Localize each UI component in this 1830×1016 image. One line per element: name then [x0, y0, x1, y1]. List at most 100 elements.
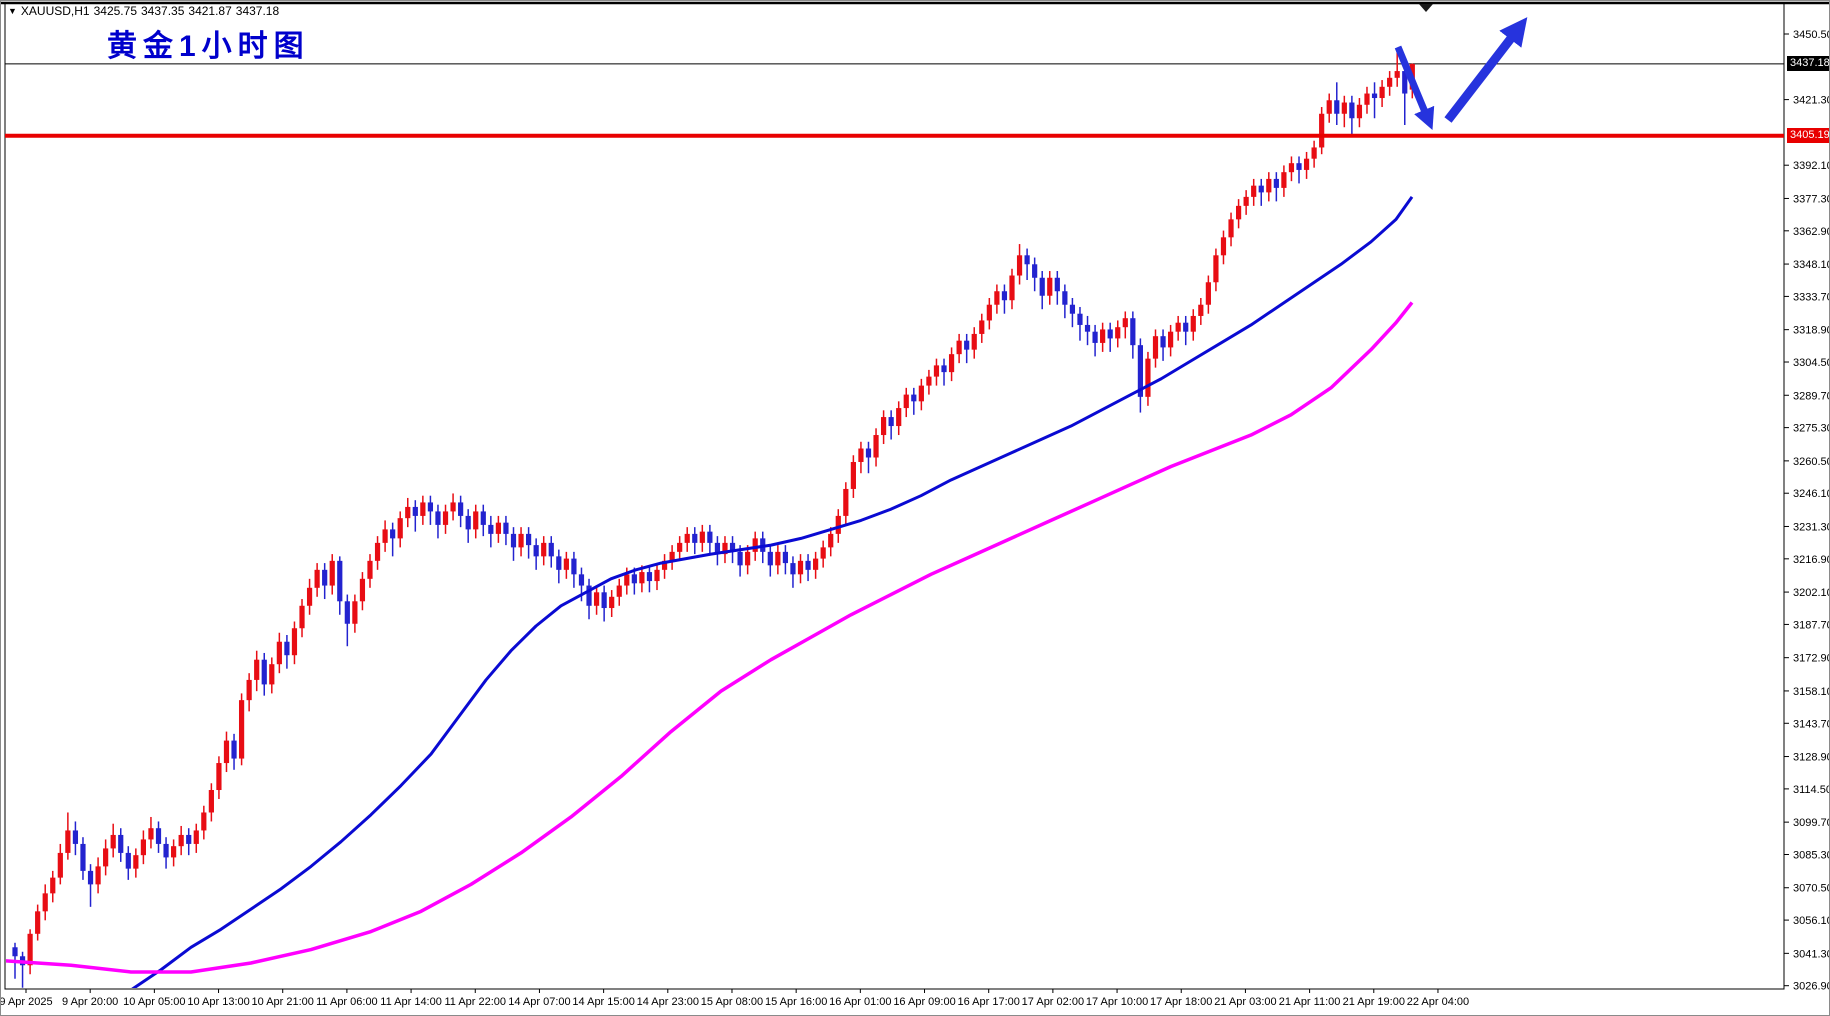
- candle: [918, 378, 924, 411]
- candle: [1251, 178, 1257, 206]
- candle: [171, 839, 177, 867]
- candle: [397, 511, 403, 548]
- time-axis-label: 17 Apr 18:00: [1150, 996, 1212, 1008]
- candle: [314, 563, 320, 597]
- candle: [593, 585, 600, 615]
- candle: [1137, 338, 1143, 413]
- candle: [35, 904, 41, 941]
- candle: [843, 482, 849, 525]
- candle: [374, 536, 381, 570]
- candle: [80, 837, 86, 880]
- candle: [933, 358, 940, 386]
- candle: [87, 864, 94, 907]
- candle: [1054, 271, 1060, 305]
- candle: [707, 524, 713, 555]
- candle: [1122, 311, 1128, 339]
- candle: [495, 515, 501, 543]
- symbol-dropdown-icon[interactable]: ▼: [8, 6, 17, 16]
- candle: [699, 524, 705, 552]
- quote-close: 3437.18: [235, 4, 280, 18]
- candle: [163, 837, 169, 869]
- candle: [518, 527, 524, 557]
- quote-low: 3421.87: [188, 4, 232, 18]
- price-axis-label: 3246.10: [1793, 488, 1830, 500]
- candle: [1296, 156, 1302, 184]
- price-axis-label: 3187.70: [1793, 619, 1830, 631]
- price-axis-label: 3450.50: [1793, 29, 1830, 41]
- candle: [382, 520, 388, 552]
- candle: [677, 536, 683, 561]
- price-axis-label: 3026.90: [1793, 981, 1830, 993]
- candle: [291, 621, 298, 665]
- candle: [533, 538, 539, 570]
- candle: [510, 527, 517, 561]
- time-axis-label: 15 Apr 08:00: [701, 996, 763, 1008]
- candle: [903, 387, 909, 418]
- time-axis-label: 21 Apr 03:00: [1214, 996, 1276, 1008]
- candle: [140, 830, 147, 865]
- price-axis-label: 3041.30: [1793, 948, 1830, 960]
- candle: [276, 632, 282, 674]
- candle: [911, 387, 917, 415]
- candle: [820, 540, 826, 568]
- candle: [186, 828, 192, 856]
- time-axis-label: 21 Apr 11:00: [1279, 996, 1341, 1008]
- candle: [782, 545, 789, 575]
- breakout-arrow-up[interactable]: [1444, 17, 1528, 123]
- time-axis-label: 11 Apr 06:00: [316, 996, 378, 1008]
- candle: [155, 821, 162, 853]
- candle: [125, 846, 131, 880]
- time-axis-label: 16 Apr 09:00: [893, 996, 955, 1008]
- time-axis-label: 10 Apr 13:00: [187, 996, 249, 1008]
- candle: [526, 527, 532, 559]
- candle: [1371, 82, 1378, 119]
- candle: [465, 509, 471, 543]
- price-axis-label: 3260.50: [1793, 456, 1830, 468]
- candle: [941, 358, 947, 386]
- candle: [1319, 107, 1325, 155]
- candle: [231, 733, 237, 770]
- candle: [405, 497, 411, 528]
- candle: [1145, 351, 1151, 406]
- candle: [767, 545, 773, 577]
- candle: [775, 545, 781, 575]
- candle: [828, 527, 834, 557]
- candle: [692, 527, 698, 555]
- ma-slow-magenta-line: [6, 301, 1414, 974]
- candle: [1107, 322, 1113, 352]
- candle: [261, 652, 267, 696]
- price-axis-label: 3348.10: [1793, 259, 1830, 271]
- time-axis-label: 14 Apr 07:00: [508, 996, 570, 1008]
- quote-open: 3425.75: [93, 4, 137, 18]
- price-axis-label: 3231.30: [1793, 521, 1830, 533]
- candle: [95, 857, 101, 894]
- time-axis-label: 17 Apr 02:00: [1022, 996, 1084, 1008]
- pullback-arrow-down[interactable]: [1394, 45, 1435, 131]
- price-axis-label: 3158.10: [1793, 686, 1830, 698]
- time-axis-label: 22 Apr 04:00: [1407, 996, 1469, 1008]
- candle: [586, 578, 592, 620]
- candle: [1281, 165, 1287, 197]
- candle: [1303, 151, 1310, 179]
- candle: [858, 441, 864, 474]
- candle: [880, 410, 887, 445]
- candle: [1100, 322, 1106, 352]
- hline-price-badge: 3405.19: [1787, 128, 1829, 144]
- candle: [722, 536, 728, 564]
- price-axis-label: 3289.70: [1793, 390, 1830, 402]
- current-price-badge: 3437.18: [1787, 56, 1829, 72]
- price-axis-label: 3333.70: [1793, 291, 1830, 303]
- time-axis-label: 16 Apr 17:00: [958, 996, 1020, 1008]
- candle: [306, 578, 313, 615]
- candle: [412, 500, 418, 532]
- candle: [646, 565, 653, 593]
- chart-title-text-object[interactable]: 黄金1小时图: [107, 30, 310, 63]
- time-axis-label: 9 Apr 2025: [1, 996, 53, 1008]
- chart-shift-marker-icon[interactable]: [1419, 4, 1433, 12]
- candle: [1024, 248, 1030, 281]
- candle: [1356, 98, 1363, 128]
- candle: [979, 313, 985, 343]
- candle: [1258, 178, 1264, 206]
